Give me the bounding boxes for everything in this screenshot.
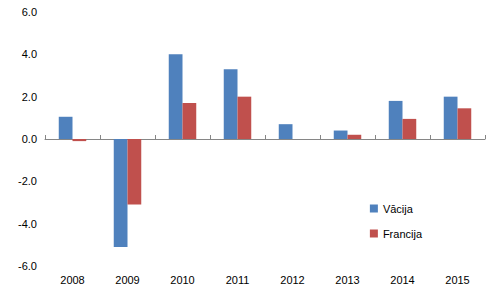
svg-text:Vācija: Vācija [383, 203, 414, 215]
svg-text:2013: 2013 [335, 274, 359, 286]
svg-text:-6.0: -6.0 [18, 260, 37, 272]
svg-text:Francija: Francija [383, 228, 423, 240]
svg-text:6.0: 6.0 [22, 6, 37, 18]
svg-text:-2.0: -2.0 [18, 175, 37, 187]
svg-text:2.0: 2.0 [22, 91, 37, 103]
svg-text:2008: 2008 [60, 274, 84, 286]
svg-text:2009: 2009 [115, 274, 139, 286]
svg-text:2012: 2012 [280, 274, 304, 286]
svg-text:-4.0: -4.0 [18, 218, 37, 230]
svg-text:0.0: 0.0 [22, 133, 37, 145]
svg-text:2015: 2015 [445, 274, 469, 286]
svg-text:2010: 2010 [170, 274, 194, 286]
svg-text:4.0: 4.0 [22, 48, 37, 60]
svg-text:2014: 2014 [390, 274, 414, 286]
svg-text:2011: 2011 [226, 274, 250, 286]
